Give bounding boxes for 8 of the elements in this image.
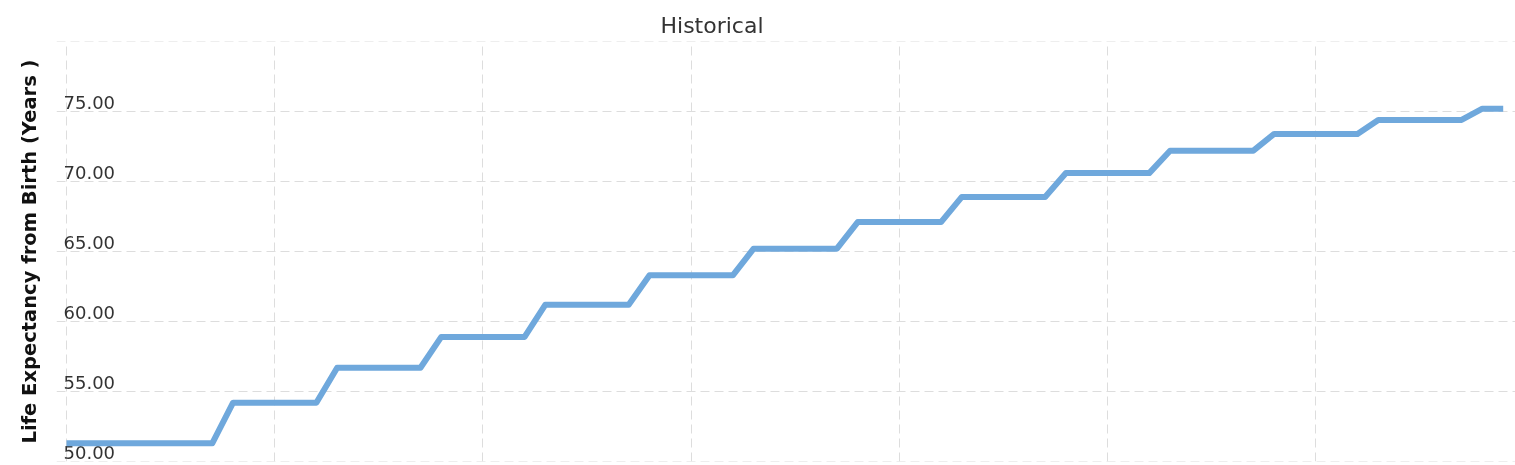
chart-title: Historical xyxy=(660,12,764,38)
y-tick-label: 55.00 xyxy=(63,372,116,393)
y-axis-title: Life Expectancy from Birth (Years ) xyxy=(18,59,41,444)
y-tick-label: 70.00 xyxy=(63,162,116,183)
y-tick-label: 50.00 xyxy=(63,442,116,463)
y-tick-label: 60.00 xyxy=(63,302,116,323)
y-tick-label: 75.00 xyxy=(63,92,116,113)
y-tick-label: 65.00 xyxy=(63,232,116,253)
